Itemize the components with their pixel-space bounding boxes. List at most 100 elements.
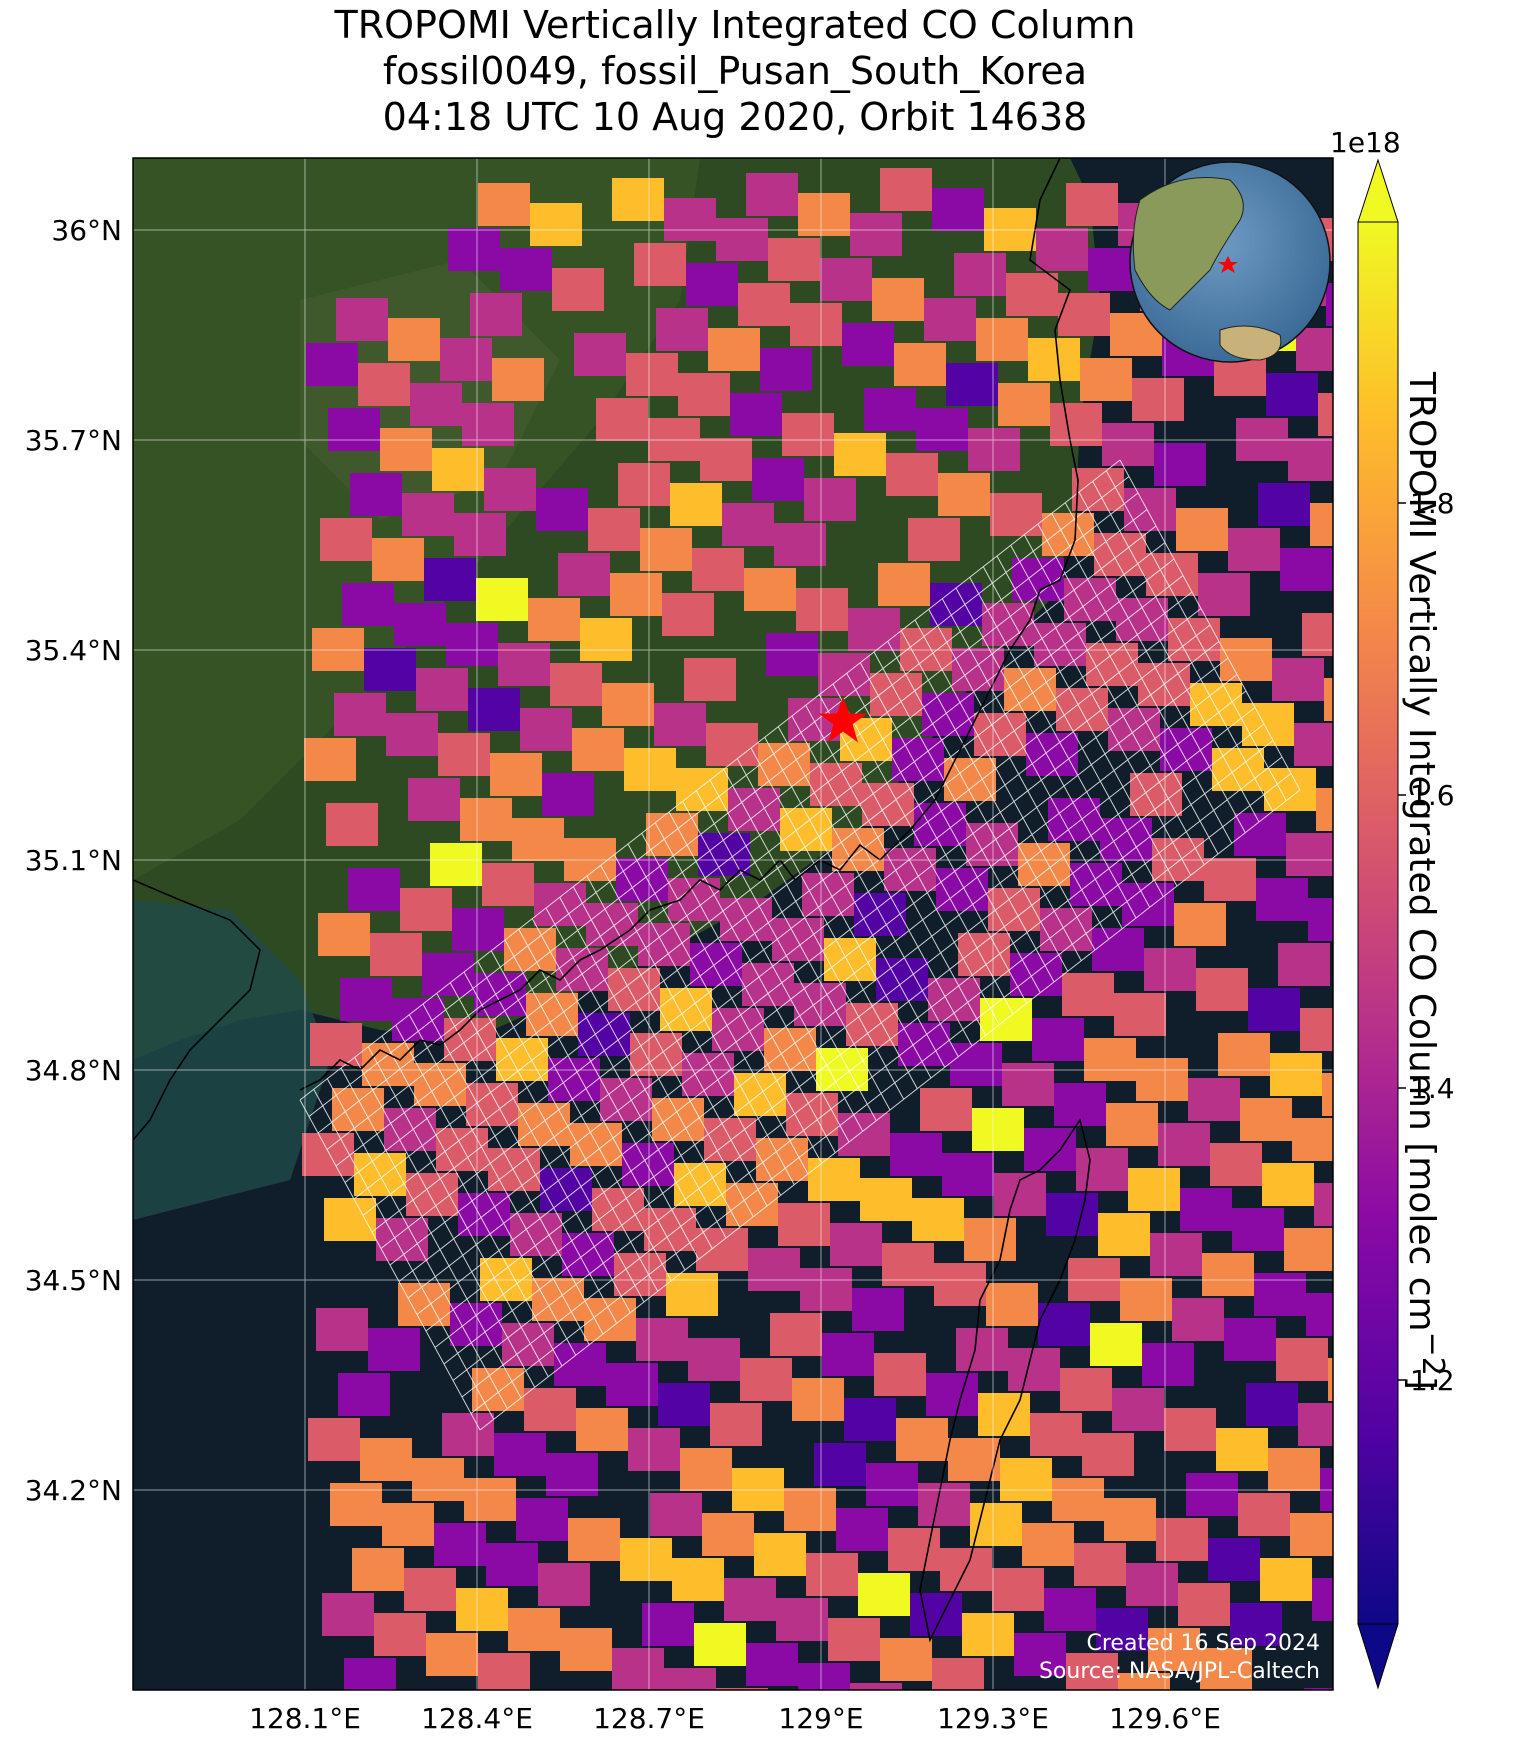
co-pixel: [708, 328, 760, 371]
co-pixel: [1142, 1343, 1194, 1386]
co-pixel: [1198, 573, 1250, 616]
co-pixel: [340, 978, 392, 1021]
co-pixel: [932, 1658, 984, 1690]
co-pixel: [1300, 1008, 1333, 1051]
co-pixel: [442, 1413, 494, 1456]
co-pixel: [808, 1158, 860, 1201]
co-pixel: [1246, 1383, 1298, 1426]
co-pixel: [784, 1488, 836, 1531]
co-pixel: [1294, 723, 1333, 766]
co-pixel: [876, 958, 928, 1001]
co-pixel: [530, 203, 582, 246]
co-pixel: [1242, 703, 1294, 746]
co-pixel: [1164, 1408, 1216, 1451]
co-pixel: [950, 1043, 1002, 1086]
co-pixel: [992, 1568, 1044, 1611]
co-pixel: [790, 303, 842, 346]
co-pixel: [1160, 728, 1212, 771]
co-pixel: [1196, 968, 1248, 1011]
co-pixel: [760, 348, 812, 391]
co-pixel: [644, 1208, 696, 1251]
lon-label: 128.1°E: [249, 1702, 361, 1735]
co-pixel: [716, 1688, 768, 1690]
co-pixel: [1174, 903, 1226, 946]
co-pixel: [1008, 1348, 1060, 1391]
co-pixel: [832, 828, 884, 871]
co-pixel: [1232, 1208, 1284, 1251]
co-pixel: [1066, 183, 1118, 226]
co-pixel: [1092, 928, 1144, 971]
lat-label: 35.1°N: [25, 844, 122, 877]
lat-label: 35.7°N: [25, 424, 122, 457]
co-pixel: [534, 883, 586, 926]
co-pixel: [1306, 1293, 1333, 1336]
co-pixel: [320, 518, 372, 561]
co-pixel: [710, 1403, 762, 1446]
co-pixel: [1000, 1458, 1052, 1501]
title-line-2: fossil0049, fossil_Pusan_South_Korea: [382, 49, 1088, 93]
co-pixel: [670, 483, 722, 526]
co-pixel: [438, 733, 490, 776]
co-pixel: [976, 318, 1028, 361]
co-pixel: [1050, 403, 1102, 446]
footprint-mesh: [299, 459, 1301, 1431]
co-pixel: [1238, 1493, 1290, 1536]
co-pixel: [554, 1343, 606, 1386]
co-pixel: [970, 1503, 1022, 1546]
co-pixel: [1168, 618, 1220, 661]
co-pixel: [1006, 273, 1058, 316]
co-pixel: [494, 1433, 546, 1476]
colorbar-tick: 1.8: [1410, 487, 1455, 520]
co-pixel: [964, 1218, 1016, 1261]
co-pixel: [620, 1538, 672, 1581]
co-pixel: [974, 713, 1026, 756]
co-pixel: [1248, 988, 1300, 1031]
co-pixel: [1308, 898, 1333, 941]
co-pixel: [730, 393, 782, 436]
co-pixel: [638, 923, 690, 966]
co-pixel: [1156, 1518, 1208, 1561]
co-pixel: [570, 1123, 622, 1166]
credit-created: Created 16 Sep 2024: [1087, 1631, 1321, 1656]
co-pixel: [424, 558, 476, 601]
co-pixel: [804, 478, 856, 521]
co-pixel: [1270, 1053, 1322, 1096]
credit-source: Source: NASA/JPL-Caltech: [1039, 1659, 1320, 1684]
co-pixel: [912, 1198, 964, 1241]
co-pixel: [606, 1363, 658, 1406]
co-pixel: [586, 903, 638, 946]
lon-label: 129°E: [778, 1702, 863, 1735]
map-frame: [132, 157, 1334, 1691]
co-pixel: [770, 1313, 822, 1356]
co-pixel: [820, 258, 872, 301]
co-pixel: [946, 363, 998, 406]
co-pixel: [978, 1393, 1030, 1436]
co-pixel: [1234, 813, 1286, 856]
co-pixel: [1318, 393, 1333, 436]
co-pixel: [666, 1273, 718, 1316]
co-pixel: [556, 948, 608, 991]
co-pixel: [1014, 1633, 1066, 1676]
co-pixel: [462, 403, 514, 446]
co-pixel: [610, 573, 662, 616]
co-pixel: [348, 868, 400, 911]
co-pixel: [526, 993, 578, 1036]
co-pixel: [722, 503, 774, 546]
co-pixel: [470, 293, 522, 336]
co-pixel: [464, 1478, 516, 1521]
co-pixel: [896, 1418, 948, 1461]
co-pixel: [486, 1543, 538, 1586]
co-pixel: [726, 1183, 778, 1226]
co-pixel: [864, 388, 916, 431]
co-pixel: [1046, 1193, 1098, 1236]
co-pixel: [990, 493, 1042, 536]
co-pixel: [1202, 1253, 1254, 1296]
colorbar-extend-top: [1357, 158, 1399, 223]
co-pixel: [1266, 373, 1318, 416]
co-pixel: [328, 408, 380, 451]
co-pixel: [426, 1633, 478, 1676]
co-pixel: [1096, 1608, 1148, 1651]
co-pixel: [302, 1133, 354, 1176]
co-pixel: [890, 1133, 942, 1176]
co-pixel: [1010, 953, 1062, 996]
